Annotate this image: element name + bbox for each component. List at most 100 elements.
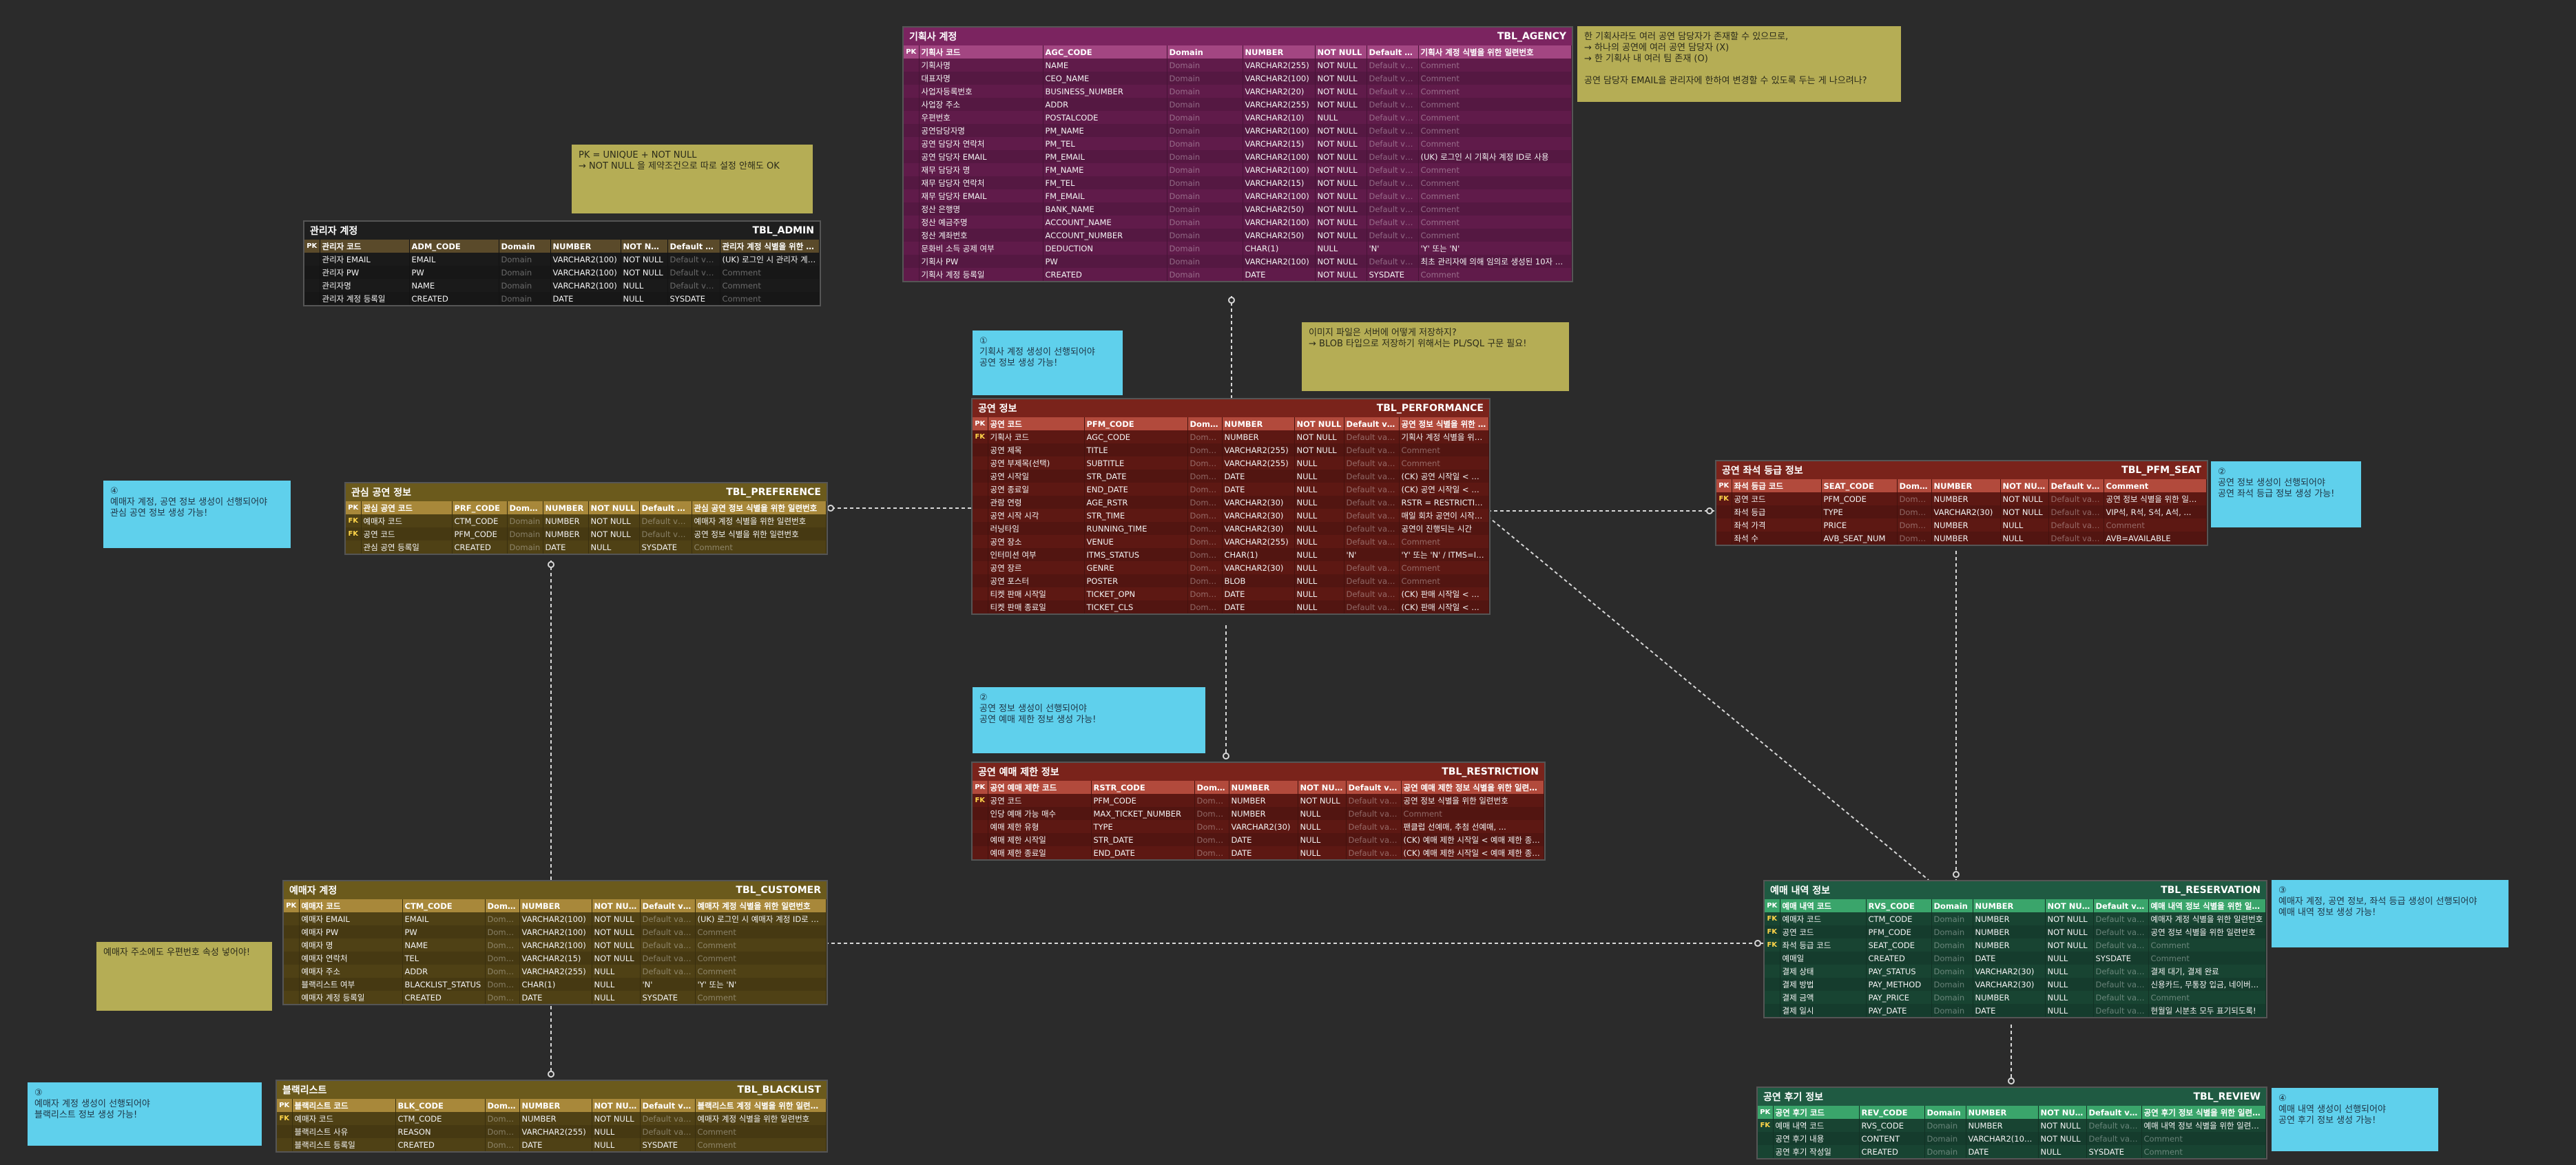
table-row[interactable]: 기획사 PW PW Domain VARCHAR2(100) NOT NULL Defau… — [904, 255, 1572, 268]
table-row[interactable]: 예매일 CREATED Domain DATE NULL SYSDATE Comment — [1765, 952, 2266, 965]
pk-row[interactable]: PK 공연 코드 PFM_CODE Domain NUMBER NOT NULL Defau… — [973, 417, 1489, 430]
table-row[interactable]: 공연 부제목(선택) SUBTITLE Domain VARCHAR2(255) NUL… — [973, 456, 1489, 470]
table-row[interactable]: FK 좌석 등급 코드 SEAT_CODE Domain NUMBER NOT NULL D… — [1765, 938, 2266, 952]
pk-row[interactable]: PK 좌석 등급 코드 SEAT_CODE Domain NUMBER NOT NULL D… — [1716, 479, 2207, 492]
table-row[interactable]: 인당 예매 가능 매수 MAX_TICKET_NUMBER Domain NUMBER… — [973, 807, 1544, 820]
pk-row[interactable]: PK 공연 예매 제한 코드 RSTR_CODE Domain NUMBER NOT NU… — [973, 781, 1544, 794]
table-row[interactable]: 결제 일시 PAY_DATE Domain DATE NULL Default value… — [1765, 1004, 2266, 1017]
table-row[interactable]: 재무 담당자 EMAIL FM_EMAIL Domain VARCHAR2(100) N… — [904, 189, 1572, 202]
table-header[interactable]: 블랙리스트 TBL_BLACKLIST — [277, 1081, 827, 1099]
table-row[interactable]: 블랙리스트 사유 REASON Domain VARCHAR2(255) NULL Def… — [277, 1125, 827, 1138]
table-row[interactable]: 공연 시작 시각 STR_TIME Domain VARCHAR2(30) NULL De… — [973, 509, 1489, 522]
table-header[interactable]: 예매 내역 정보 TBL_RESERVATION — [1765, 881, 2266, 899]
table-row[interactable]: 예매 제한 종료일 END_DATE Domain DATE NULL Default v… — [973, 846, 1544, 859]
table-row[interactable]: FK 공연 코드 PFM_CODE Domain NUMBER NOT NULL Defau… — [346, 527, 827, 540]
table-row[interactable]: 티켓 판매 종료일 TICKET_CLS Domain DATE NULL Default… — [973, 600, 1489, 613]
table-row[interactable]: 좌석 가격 PRICE Domain NUMBER NULL Default value C… — [1716, 518, 2207, 532]
table-header[interactable]: 공연 좌석 등급 정보 TBL_PFM_SEAT — [1716, 461, 2207, 479]
table-header[interactable]: 공연 정보 TBL_PERFORMANCE — [973, 399, 1489, 417]
table-row[interactable]: 재무 담당자 명 FM_NAME Domain VARCHAR2(100) NOT NU… — [904, 163, 1572, 176]
table-header[interactable]: 공연 예매 제한 정보 TBL_RESTRICTION — [973, 763, 1544, 781]
table-header[interactable]: 관리자 계정 TBL_ADMIN — [304, 222, 820, 240]
table-row[interactable]: 재무 담당자 연락처 FM_TEL Domain VARCHAR2(15) NOT NU… — [904, 176, 1572, 189]
table-header[interactable]: 기획사 계정 TBL_AGENCY — [904, 28, 1572, 45]
table-row[interactable]: 공연 후기 내용 CONTENT Domain VARCHAR2(1000) NOT N… — [1758, 1132, 2266, 1145]
table-row[interactable]: 우편번호 POSTALCODE Domain VARCHAR2(10) NULL Defa… — [904, 111, 1572, 124]
table-row[interactable]: 공연 제목 TITLE Domain VARCHAR2(255) NOT NULL Def… — [973, 443, 1489, 456]
table-row[interactable]: 블랙리스트 등록일 CREATED Domain DATE NULL SYSDATE Com… — [277, 1138, 827, 1151]
table-row[interactable]: 공연 포스터 POSTER Domain BLOB NULL Default value C… — [973, 574, 1489, 587]
table-preference[interactable]: 관심 공연 정보 TBL_PREFERENCE PK 관심 공연 코드 PRF_CODE… — [344, 482, 828, 555]
sticky-note[interactable]: ① 기획사 계정 생성이 선행되어야 공연 정보 생성 가능! — [973, 330, 1123, 395]
sticky-note[interactable]: ④ 예매자 계정, 공연 정보 생성이 선행되어야 관심 공연 정보 생성 가능… — [103, 481, 291, 548]
table-row[interactable]: 블랙리스트 여부 BLACKLIST_STATUS Domain CHAR(1) NUL… — [284, 978, 827, 991]
table-customer[interactable]: 예매자 계정 TBL_CUSTOMER PK 예매자 코드 CTM_CODE Domain… — [282, 880, 828, 1005]
pk-row[interactable]: PK 관심 공연 코드 PRF_CODE Domain NUMBER NOT NULL De… — [346, 501, 827, 514]
table-row[interactable]: 결제 금액 PAY_PRICE Domain NUMBER NULL Default va… — [1765, 991, 2266, 1004]
table-row[interactable]: 결제 방법 PAY_METHOD Domain VARCHAR2(30) NULL Def… — [1765, 978, 2266, 991]
table-row[interactable]: 좌석 등급 TYPE Domain VARCHAR2(30) NOT NULL Defau… — [1716, 505, 2207, 518]
sticky-note[interactable]: ② 공연 정보 생성이 선행되어야 공연 예매 제한 정보 생성 가능! — [973, 687, 1205, 753]
pk-row[interactable]: PK 예매 내역 코드 RVS_CODE Domain NUMBER NOT NULL De… — [1765, 899, 2266, 912]
table-row[interactable]: 인터미션 여부 ITMS_STATUS Domain CHAR(1) NULL 'N' 'Y… — [973, 548, 1489, 561]
table-row[interactable]: 관심 공연 등록일 CREATED Domain DATE NULL SYSDATE Com… — [346, 540, 827, 554]
sticky-note[interactable]: ③ 예매자 계정 생성이 선행되어야 블랙리스트 정보 생성 가능! — [28, 1082, 262, 1146]
table-row[interactable]: 관람 연령 AGE_RSTR Domain VARCHAR2(30) NULL Defau… — [973, 496, 1489, 509]
table-header[interactable]: 예매자 계정 TBL_CUSTOMER — [284, 881, 827, 899]
table-header[interactable]: 공연 후기 정보 TBL_REVIEW — [1758, 1088, 2266, 1106]
table-row[interactable]: 관리자 계정 등록일 CREATED Domain DATE NULL SYSDATE Co… — [304, 292, 820, 305]
sticky-note[interactable]: 예매자 주소에도 우편번호 속성 넣어야! — [96, 942, 272, 1011]
table-row[interactable]: FK 예매자 코드 CTM_CODE Domain NUMBER NOT NULL Defa… — [1765, 912, 2266, 925]
table-row[interactable]: 정산 계좌번호 ACCOUNT_NUMBER Domain VARCHAR2(50) N… — [904, 229, 1572, 242]
table-performance[interactable]: 공연 정보 TBL_PERFORMANCE PK 공연 코드 PFM_CODE Domai… — [971, 398, 1490, 615]
pk-row[interactable]: PK 공연 후기 코드 REV_CODE Domain NUMBER NOT NULL De… — [1758, 1106, 2266, 1119]
table-admin[interactable]: 관리자 계정 TBL_ADMIN PK 관리자 코드 ADM_CODE Domain NUM… — [303, 220, 821, 306]
table-row[interactable]: 공연 담당자 연락처 PM_TEL Domain VARCHAR2(15) NOT NU… — [904, 137, 1572, 150]
table-row[interactable]: 정산 예금주명 ACCOUNT_NAME Domain VARCHAR2(100) NO… — [904, 216, 1572, 229]
table-row[interactable]: 공연 후기 작성일 CREATED Domain DATE NULL SYSDATE Com… — [1758, 1145, 2266, 1158]
table-review[interactable]: 공연 후기 정보 TBL_REVIEW PK 공연 후기 코드 REV_CODE Doma… — [1756, 1087, 2267, 1159]
table-row[interactable]: FK 예매자 코드 CTM_CODE Domain NUMBER NOT NULL Defa… — [346, 514, 827, 527]
table-row[interactable]: 좌석 수 AVB_SEAT_NUM Domain NUMBER NULL Default … — [1716, 532, 2207, 545]
table-row[interactable]: FK 공연 코드 PFM_CODE Domain NUMBER NOT NULL Defau… — [973, 794, 1544, 807]
table-row[interactable]: 티켓 판매 시작일 TICKET_OPN Domain DATE NULL Default… — [973, 587, 1489, 600]
table-pfmseat[interactable]: 공연 좌석 등급 정보 TBL_PFM_SEAT PK 좌석 등급 코드 SEAT_CO… — [1715, 460, 2208, 546]
table-row[interactable]: 러닝타임 RUNNING_TIME Domain VARCHAR2(30) NULL De… — [973, 522, 1489, 535]
table-row[interactable]: 문화비 소득 공제 여부 DEDUCTION Domain CHAR(1) NULL 'N… — [904, 242, 1572, 255]
table-row[interactable]: 공연 종료일 END_DATE Domain DATE NULL Default valu… — [973, 483, 1489, 496]
table-row[interactable]: 관리자명 NAME Domain VARCHAR2(100) NULL Default v… — [304, 279, 820, 292]
table-row[interactable]: 공연담당자명 PM_NAME Domain VARCHAR2(100) NOT NULL… — [904, 124, 1572, 137]
table-row[interactable]: FK 예매 내역 코드 RVS_CODE Domain NUMBER NOT NULL De… — [1758, 1119, 2266, 1132]
sticky-note[interactable]: PK = UNIQUE + NOT NULL → NOT NULL 을 제약조건… — [572, 145, 813, 213]
table-row[interactable]: 예매자 PW PW Domain VARCHAR2(100) NOT NULL Defau… — [284, 925, 827, 938]
table-row[interactable]: 관리자 EMAIL EMAIL Domain VARCHAR2(100) NOT NUL… — [304, 253, 820, 266]
sticky-note[interactable]: ④ 예매 내역 생성이 선행되어야 공연 후기 정보 생성 가능! — [2272, 1088, 2438, 1151]
table-agency[interactable]: 기획사 계정 TBL_AGENCY PK 기획사 코드 AGC_CODE Domain NU… — [902, 26, 1573, 282]
table-row[interactable]: FK 공연 코드 PFM_CODE Domain NUMBER NOT NULL Defau… — [1716, 492, 2207, 505]
table-row[interactable]: 기획사명 NAME Domain VARCHAR2(255) NOT NULL Defau… — [904, 59, 1572, 72]
table-row[interactable]: 결제 상태 PAY_STATUS Domain VARCHAR2(30) NULL Def… — [1765, 965, 2266, 978]
table-row[interactable]: 예매자 연락처 TEL Domain VARCHAR2(15) NOT NULL Defa… — [284, 952, 827, 965]
table-row[interactable]: 관리자 PW PW Domain VARCHAR2(100) NOT NULL Defau… — [304, 266, 820, 279]
table-row[interactable]: 정산 은행명 BANK_NAME Domain VARCHAR2(50) NOT NUL… — [904, 202, 1572, 216]
table-row[interactable]: 공연 시작일 STR_DATE Domain DATE NULL Default valu… — [973, 470, 1489, 483]
table-row[interactable]: 공연 장르 GENRE Domain VARCHAR2(30) NULL Default … — [973, 561, 1489, 574]
sticky-note[interactable]: ② 공연 정보 생성이 선행되어야 공연 좌석 등급 정보 생성 가능! — [2211, 461, 2361, 527]
table-row[interactable]: 예매자 EMAIL EMAIL Domain VARCHAR2(100) NOT NUL… — [284, 912, 827, 925]
table-row[interactable]: 사업자등록번호 BUSINESS_NUMBER Domain VARCHAR2(20)… — [904, 85, 1572, 98]
pk-row[interactable]: PK 블랙리스트 코드 BLK_CODE Domain NUMBER NOT NULL De… — [277, 1099, 827, 1112]
sticky-note[interactable]: 한 기획사라도 여러 공연 담당자가 존재할 수 있으므로, → 하나의 공연에… — [1577, 26, 1901, 102]
table-row[interactable]: 대표자명 CEO_NAME Domain VARCHAR2(100) NOT NULL D… — [904, 72, 1572, 85]
pk-row[interactable]: PK 예매자 코드 CTM_CODE Domain NUMBER NOT NULL Defa… — [284, 899, 827, 912]
table-header[interactable]: 관심 공연 정보 TBL_PREFERENCE — [346, 483, 827, 501]
sticky-note[interactable]: ③ 예매자 계정, 공연 정보, 좌석 등급 생성이 선행되어야 예매 내역 정… — [2272, 880, 2509, 947]
table-row[interactable]: 사업장 주소 ADDR Domain VARCHAR2(255) NOT NULL Def… — [904, 98, 1572, 111]
table-row[interactable]: 기획사 계정 등록일 CREATED Domain DATE NOT NULL SYSDA… — [904, 268, 1572, 281]
table-row[interactable]: 공연 장소 VENUE Domain VARCHAR2(255) NULL Default… — [973, 535, 1489, 548]
table-row[interactable]: FK 공연 코드 PFM_CODE Domain NUMBER NOT NULL Defau… — [1765, 925, 2266, 938]
pk-row[interactable]: PK 관리자 코드 ADM_CODE Domain NUMBER NOT NULL Defa… — [304, 240, 820, 253]
table-row[interactable]: 예매 제한 시작일 STR_DATE Domain DATE NULL Default v… — [973, 833, 1544, 846]
table-row[interactable]: 예매 제한 유형 TYPE Domain VARCHAR2(30) NULL Defaul… — [973, 820, 1544, 833]
table-row[interactable]: 예매자 명 NAME Domain VARCHAR2(100) NOT NULL Defa… — [284, 938, 827, 952]
table-row[interactable]: 예매자 주소 ADDR Domain VARCHAR2(255) NULL Default… — [284, 965, 827, 978]
